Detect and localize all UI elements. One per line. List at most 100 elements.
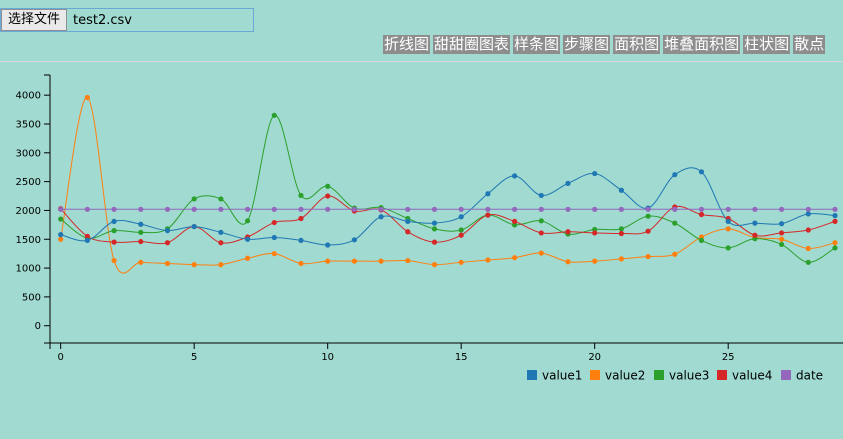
data-point-value2 xyxy=(271,251,277,257)
data-point-value4 xyxy=(752,232,758,238)
y-tick-label: 4000 xyxy=(16,91,41,102)
chart-type-button-6[interactable]: 柱状图 xyxy=(743,35,791,54)
data-point-value4 xyxy=(164,240,171,246)
data-point-value2 xyxy=(325,258,331,264)
x-tick-label: 25 xyxy=(722,352,735,363)
data-point-value4 xyxy=(218,240,224,246)
data-point-date xyxy=(218,206,224,212)
chart-type-button-5[interactable]: 堆叠面积图 xyxy=(663,35,741,54)
data-point-value2 xyxy=(298,260,304,267)
data-point-date xyxy=(805,206,811,212)
legend-swatch-date xyxy=(781,370,791,380)
data-point-value4 xyxy=(431,239,438,245)
legend-label-value2: value2 xyxy=(605,369,645,383)
data-point-value1 xyxy=(378,214,384,220)
data-point-value4 xyxy=(511,218,518,224)
data-point-value2 xyxy=(832,240,838,246)
data-point-value2 xyxy=(805,245,811,252)
data-point-date xyxy=(698,206,705,212)
data-point-value3 xyxy=(645,213,651,219)
data-point-value4 xyxy=(458,232,464,238)
data-point-value1 xyxy=(191,223,197,230)
x-tick-label: 20 xyxy=(588,352,601,363)
chart-type-button-0[interactable]: 折线图 xyxy=(383,35,431,54)
data-point-value1 xyxy=(431,220,438,226)
data-point-value2 xyxy=(58,236,64,242)
y-tick-label: 0 xyxy=(35,321,41,332)
y-tick-label: 1500 xyxy=(16,235,41,246)
data-point-value1 xyxy=(752,220,758,226)
data-point-value4 xyxy=(778,230,785,236)
data-point-value2 xyxy=(565,259,571,265)
data-point-date xyxy=(138,206,144,212)
data-point-value3 xyxy=(244,218,251,224)
y-tick-label: 2000 xyxy=(16,206,41,217)
data-point-value2 xyxy=(218,262,224,268)
data-point-date xyxy=(832,206,838,212)
x-tick-label: 10 xyxy=(321,352,334,363)
data-point-value4 xyxy=(111,239,117,245)
file-name-label: test2.csv xyxy=(73,12,132,28)
data-point-date xyxy=(485,206,491,212)
data-point-value3 xyxy=(832,245,838,251)
data-point-value3 xyxy=(138,229,144,235)
data-point-value2 xyxy=(511,255,518,261)
data-point-value3 xyxy=(191,196,197,202)
data-point-value1 xyxy=(725,218,731,224)
chart-points xyxy=(58,94,838,268)
legend-label-value4: value4 xyxy=(732,369,772,383)
chart-type-button-4[interactable]: 面积图 xyxy=(613,35,661,54)
data-point-date xyxy=(645,206,651,212)
data-point-value3 xyxy=(698,237,705,244)
x-tick-label: 15 xyxy=(455,352,468,363)
data-point-date xyxy=(618,206,624,212)
data-point-value2 xyxy=(244,255,251,261)
data-point-date xyxy=(565,206,571,212)
chart-type-button-2[interactable]: 样条图 xyxy=(513,35,561,54)
y-tick-label: 2500 xyxy=(16,177,41,188)
data-point-value2 xyxy=(645,253,651,260)
data-point-value3 xyxy=(778,241,785,248)
data-point-value1 xyxy=(138,221,144,227)
file-input[interactable]: 选择文件 test2.csv xyxy=(0,8,254,32)
data-point-value1 xyxy=(698,169,705,175)
data-point-date xyxy=(271,206,277,212)
x-tick-label: 0 xyxy=(57,352,63,363)
data-point-value3 xyxy=(672,220,678,226)
data-point-date xyxy=(592,206,598,212)
data-point-value1 xyxy=(58,232,64,238)
chart-type-button-7[interactable]: 散点 xyxy=(793,35,826,54)
data-point-value1 xyxy=(778,221,785,227)
chart-type-button-1[interactable]: 甜甜圈图表 xyxy=(433,35,511,54)
data-point-value2 xyxy=(405,257,411,264)
data-point-date xyxy=(778,206,785,212)
data-point-value2 xyxy=(672,251,678,257)
data-point-value2 xyxy=(111,257,117,264)
data-point-value4 xyxy=(405,229,411,235)
y-tick-label: 1000 xyxy=(16,264,41,275)
data-point-date xyxy=(84,206,90,212)
data-point-value2 xyxy=(378,258,384,264)
choose-file-button[interactable]: 选择文件 xyxy=(1,9,68,31)
legend-swatch-value1 xyxy=(527,370,537,380)
data-point-value4 xyxy=(298,215,304,222)
data-point-value1 xyxy=(244,236,251,242)
data-point-value4 xyxy=(645,228,651,234)
data-point-value2 xyxy=(725,226,731,232)
chart-type-button-3[interactable]: 步骤图 xyxy=(563,35,611,54)
y-tick-label: 3500 xyxy=(16,119,41,130)
data-point-value3 xyxy=(538,218,544,224)
data-point-value3 xyxy=(111,228,117,234)
chart-axes: 0 500 1000 1500 2000 2500 3000 3500 4000 0 5 10 15 20… xyxy=(16,74,843,363)
chart-series-lines xyxy=(60,96,836,274)
data-point-value4 xyxy=(271,219,277,226)
data-point-value2 xyxy=(458,259,464,265)
data-point-value2 xyxy=(164,260,171,267)
data-point-value4 xyxy=(485,212,491,218)
data-point-value1 xyxy=(511,173,518,179)
data-point-value3 xyxy=(725,245,731,251)
legend-label-date: date xyxy=(796,369,823,383)
data-point-value2 xyxy=(351,258,357,264)
data-point-value3 xyxy=(431,226,438,232)
